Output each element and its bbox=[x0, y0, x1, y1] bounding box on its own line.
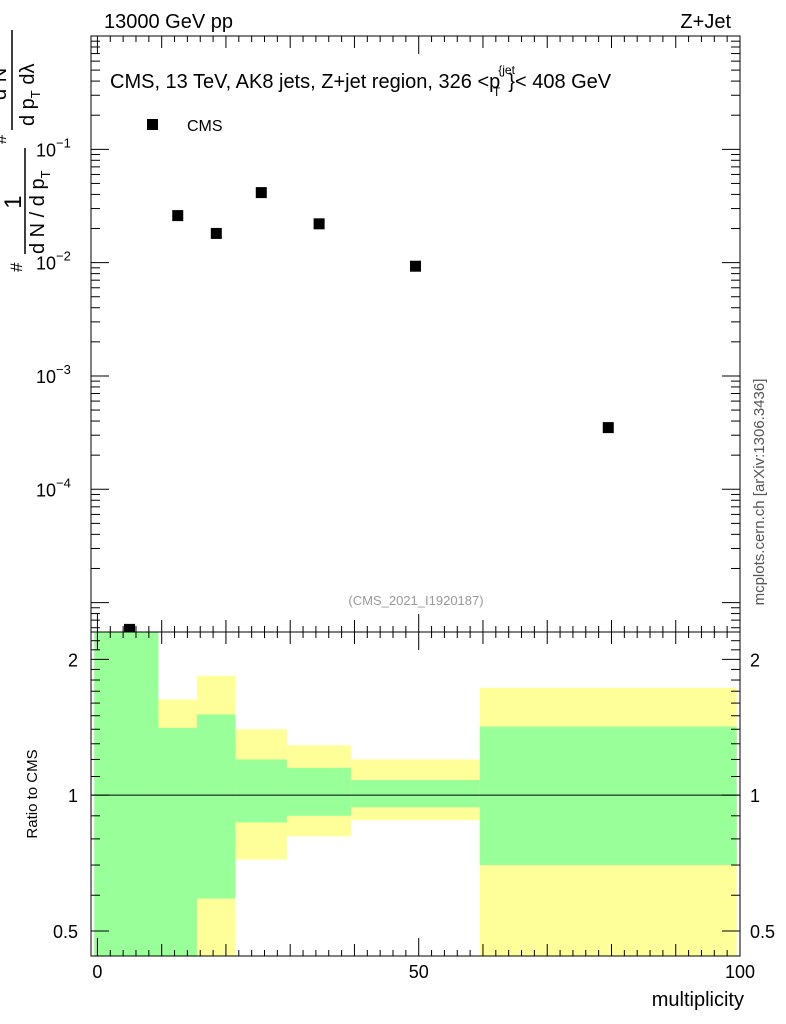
main-y-tick-labels: 10−1 10−2 10−3 10−4 bbox=[36, 135, 71, 500]
ratio-green-band bbox=[235, 759, 287, 823]
main-axis-ticks bbox=[91, 35, 741, 632]
ratio-x-tick-label: 100 bbox=[725, 962, 755, 982]
title-sup: {jet bbox=[498, 63, 515, 77]
ylabel-d2n-num: d2N bbox=[0, 68, 11, 100]
main-title: CMS, 13 TeV, AK8 jets, Z+jet region, 326… bbox=[110, 63, 612, 99]
data-point bbox=[255, 187, 267, 199]
legend-marker bbox=[147, 119, 158, 130]
data-point bbox=[124, 623, 136, 635]
title-sub: T bbox=[493, 85, 501, 99]
analysis-id: (CMS_2021_I1920187) bbox=[348, 593, 483, 608]
main-data-points bbox=[124, 187, 614, 635]
ylabel-d2n-hash: # bbox=[0, 134, 10, 144]
main-y-axis-title: # 1 d N / d pT # d2N d pT dλ bbox=[0, 30, 53, 272]
ylabel-frac-num: 1 bbox=[0, 195, 27, 208]
main-y-tick-label: 10−2 bbox=[36, 249, 71, 274]
ratio-x-tick-label: 50 bbox=[409, 962, 429, 982]
ratio-green-band bbox=[351, 780, 480, 808]
main-y-tick-label: 10−4 bbox=[36, 475, 71, 500]
title-main: CMS, 13 TeV, AK8 jets, Z+jet region, 326… bbox=[110, 71, 500, 93]
data-point bbox=[210, 227, 222, 239]
main-y-tick-label: 10−3 bbox=[36, 362, 71, 387]
ratio-panel: 0.5 0.5 1 1 2 2 0 50 100 Ratio to CMS multiplic… bbox=[24, 631, 775, 1011]
data-point bbox=[313, 218, 325, 230]
side-label: mcplots.cern.ch [arXiv:1306.3436] bbox=[751, 379, 768, 606]
ratio-green-band bbox=[197, 714, 236, 899]
main-y-tick-label: 10−1 bbox=[36, 135, 71, 160]
legend-entry-cms: CMS bbox=[187, 118, 223, 135]
ratio-y-tick-label-right: 0.5 bbox=[750, 922, 775, 942]
ylabel-d2n-den: d pT dλ bbox=[17, 64, 43, 126]
ratio-y-tick-label-left: 2 bbox=[68, 650, 78, 670]
header-right: Z+Jet bbox=[680, 11, 731, 33]
ratio-y-tick-label-right: 2 bbox=[750, 650, 760, 670]
ratio-y-tick-label-left: 1 bbox=[68, 786, 78, 806]
ratio-green-band bbox=[94, 632, 159, 956]
data-point bbox=[410, 260, 421, 272]
ratio-bands bbox=[94, 632, 737, 956]
ratio-y-axis-title: Ratio to CMS bbox=[24, 749, 41, 838]
header-left: 13000 GeV pp bbox=[104, 11, 233, 33]
ratio-x-tick-label: 0 bbox=[92, 962, 102, 982]
ratio-frame bbox=[90, 631, 741, 957]
ylabel-frac-den: d N / d pT bbox=[27, 170, 53, 254]
main-panel: 10−1 10−2 10−3 10−4 CMS, 13 TeV, AK8 jets, … bbox=[0, 30, 741, 635]
ratio-green-band bbox=[286, 767, 352, 816]
ratio-y-tick-labels: 0.5 0.5 1 1 2 2 bbox=[53, 650, 775, 942]
data-point bbox=[172, 210, 184, 222]
ratio-green-band bbox=[479, 726, 737, 866]
ratio-green-band bbox=[158, 727, 198, 956]
ratio-y-tick-label-left: 0.5 bbox=[53, 922, 78, 942]
ratio-x-axis-title: multiplicity bbox=[652, 989, 744, 1011]
data-point bbox=[602, 422, 614, 434]
ylabel-frac-hash: # bbox=[7, 262, 26, 272]
ratio-y-tick-label-right: 1 bbox=[750, 786, 760, 806]
ratio-x-tick-labels: 0 50 100 bbox=[92, 962, 755, 982]
ratio-axis-ticks bbox=[91, 632, 741, 956]
title-tail: }< 408 GeV bbox=[508, 71, 612, 93]
